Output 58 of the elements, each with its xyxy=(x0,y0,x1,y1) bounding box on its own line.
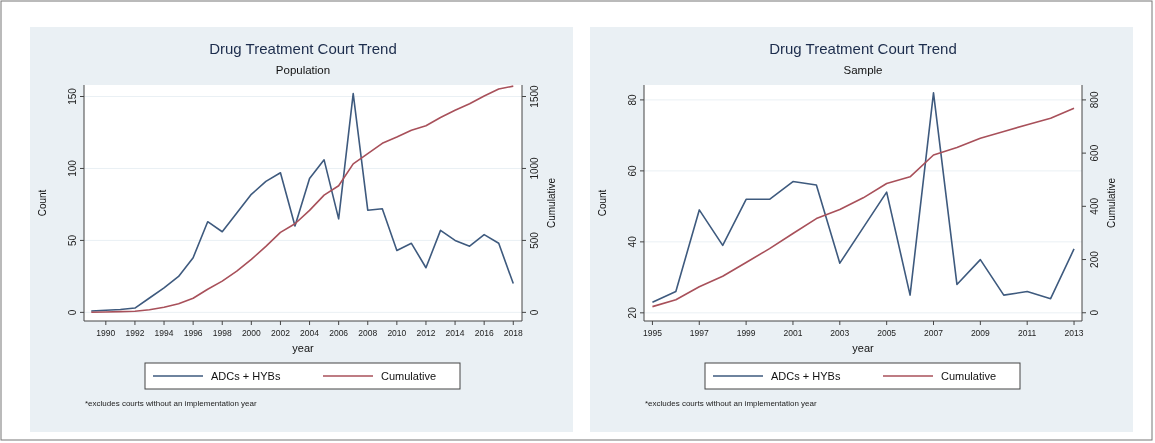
y2-axis-title: Cumulative xyxy=(1106,177,1117,229)
x-tick-label: 2006 xyxy=(329,328,349,338)
legend-label: ADCs + HYBs xyxy=(211,370,281,382)
x-tick-label: 2012 xyxy=(416,328,436,338)
y-tick-label: 150 xyxy=(67,87,78,105)
x-tick-label: 2001 xyxy=(783,328,803,338)
x-tick-label: 2008 xyxy=(358,328,378,338)
y2-tick-label: 0 xyxy=(1089,309,1100,316)
x-tick-label: 2003 xyxy=(830,328,850,338)
x-tick-label: 2004 xyxy=(300,328,320,338)
x-tick-label: 2002 xyxy=(270,328,291,338)
x-tick-label: 2016 xyxy=(474,328,494,338)
x-axis-title: year xyxy=(292,342,315,354)
x-tick-label: 2007 xyxy=(924,328,944,338)
y2-tick-label: 1000 xyxy=(529,156,540,180)
y2-tick-label: 400 xyxy=(1089,197,1100,215)
y2-tick-label: 800 xyxy=(1089,91,1100,109)
y-tick-label: 60 xyxy=(627,164,638,177)
x-tick-label: 1999 xyxy=(736,328,756,338)
chart-title: Drug Treatment Court Trend xyxy=(769,40,957,57)
x-tick-label: 1990 xyxy=(96,328,116,338)
text: *excludes courts without an implementation year xyxy=(645,399,817,408)
y-tick-label: 40 xyxy=(627,235,638,248)
chart-subtitle: Population xyxy=(275,64,331,76)
x-tick-label: 1992 xyxy=(125,328,145,338)
x-axis-title: year xyxy=(852,342,875,354)
y2-axis-title: Cumulative xyxy=(546,177,557,229)
legend-label: ADCs + HYBs xyxy=(771,370,841,382)
y2-tick-label: 0 xyxy=(529,309,540,316)
x-tick-label: 2009 xyxy=(970,328,991,338)
y2-tick-label: 1500 xyxy=(529,84,540,108)
y2-tick-label: 600 xyxy=(1089,144,1100,162)
x-tick-label: 2014 xyxy=(445,328,465,338)
x-tick-label: 1994 xyxy=(154,328,174,338)
x-tick-label: 1995 xyxy=(642,328,663,338)
x-tick-label: 1996 xyxy=(183,328,203,338)
legend-label: Cumulative xyxy=(941,370,997,382)
x-tick-label: 2005 xyxy=(877,328,897,338)
chart-title: Drug Treatment Court Trend xyxy=(209,40,397,57)
y2-tick-label: 200 xyxy=(1089,250,1100,268)
x-tick-label: 2010 xyxy=(387,328,407,338)
x-tick-label: 2013 xyxy=(1064,328,1084,338)
y-tick-label: 50 xyxy=(67,234,78,246)
y-tick-label: 0 xyxy=(67,309,78,316)
x-tick-label: 1997 xyxy=(689,328,709,338)
y-axis-title: Count xyxy=(597,189,608,217)
y-tick-label: 80 xyxy=(627,93,638,106)
legend-label: Cumulative xyxy=(381,370,437,382)
text: *excludes courts without an implementation year xyxy=(85,399,257,408)
x-tick-label: 2011 xyxy=(1018,328,1037,338)
y-axis-title: Count xyxy=(37,189,48,217)
x-tick-label: 1998 xyxy=(212,328,232,338)
chart-subtitle: Sample xyxy=(843,64,883,76)
y2-tick-label: 500 xyxy=(529,231,540,249)
x-tick-label: 2000 xyxy=(241,328,262,338)
y-tick-label: 20 xyxy=(627,306,638,319)
y-tick-label: 100 xyxy=(67,159,78,177)
x-tick-label: 2018 xyxy=(503,328,523,338)
